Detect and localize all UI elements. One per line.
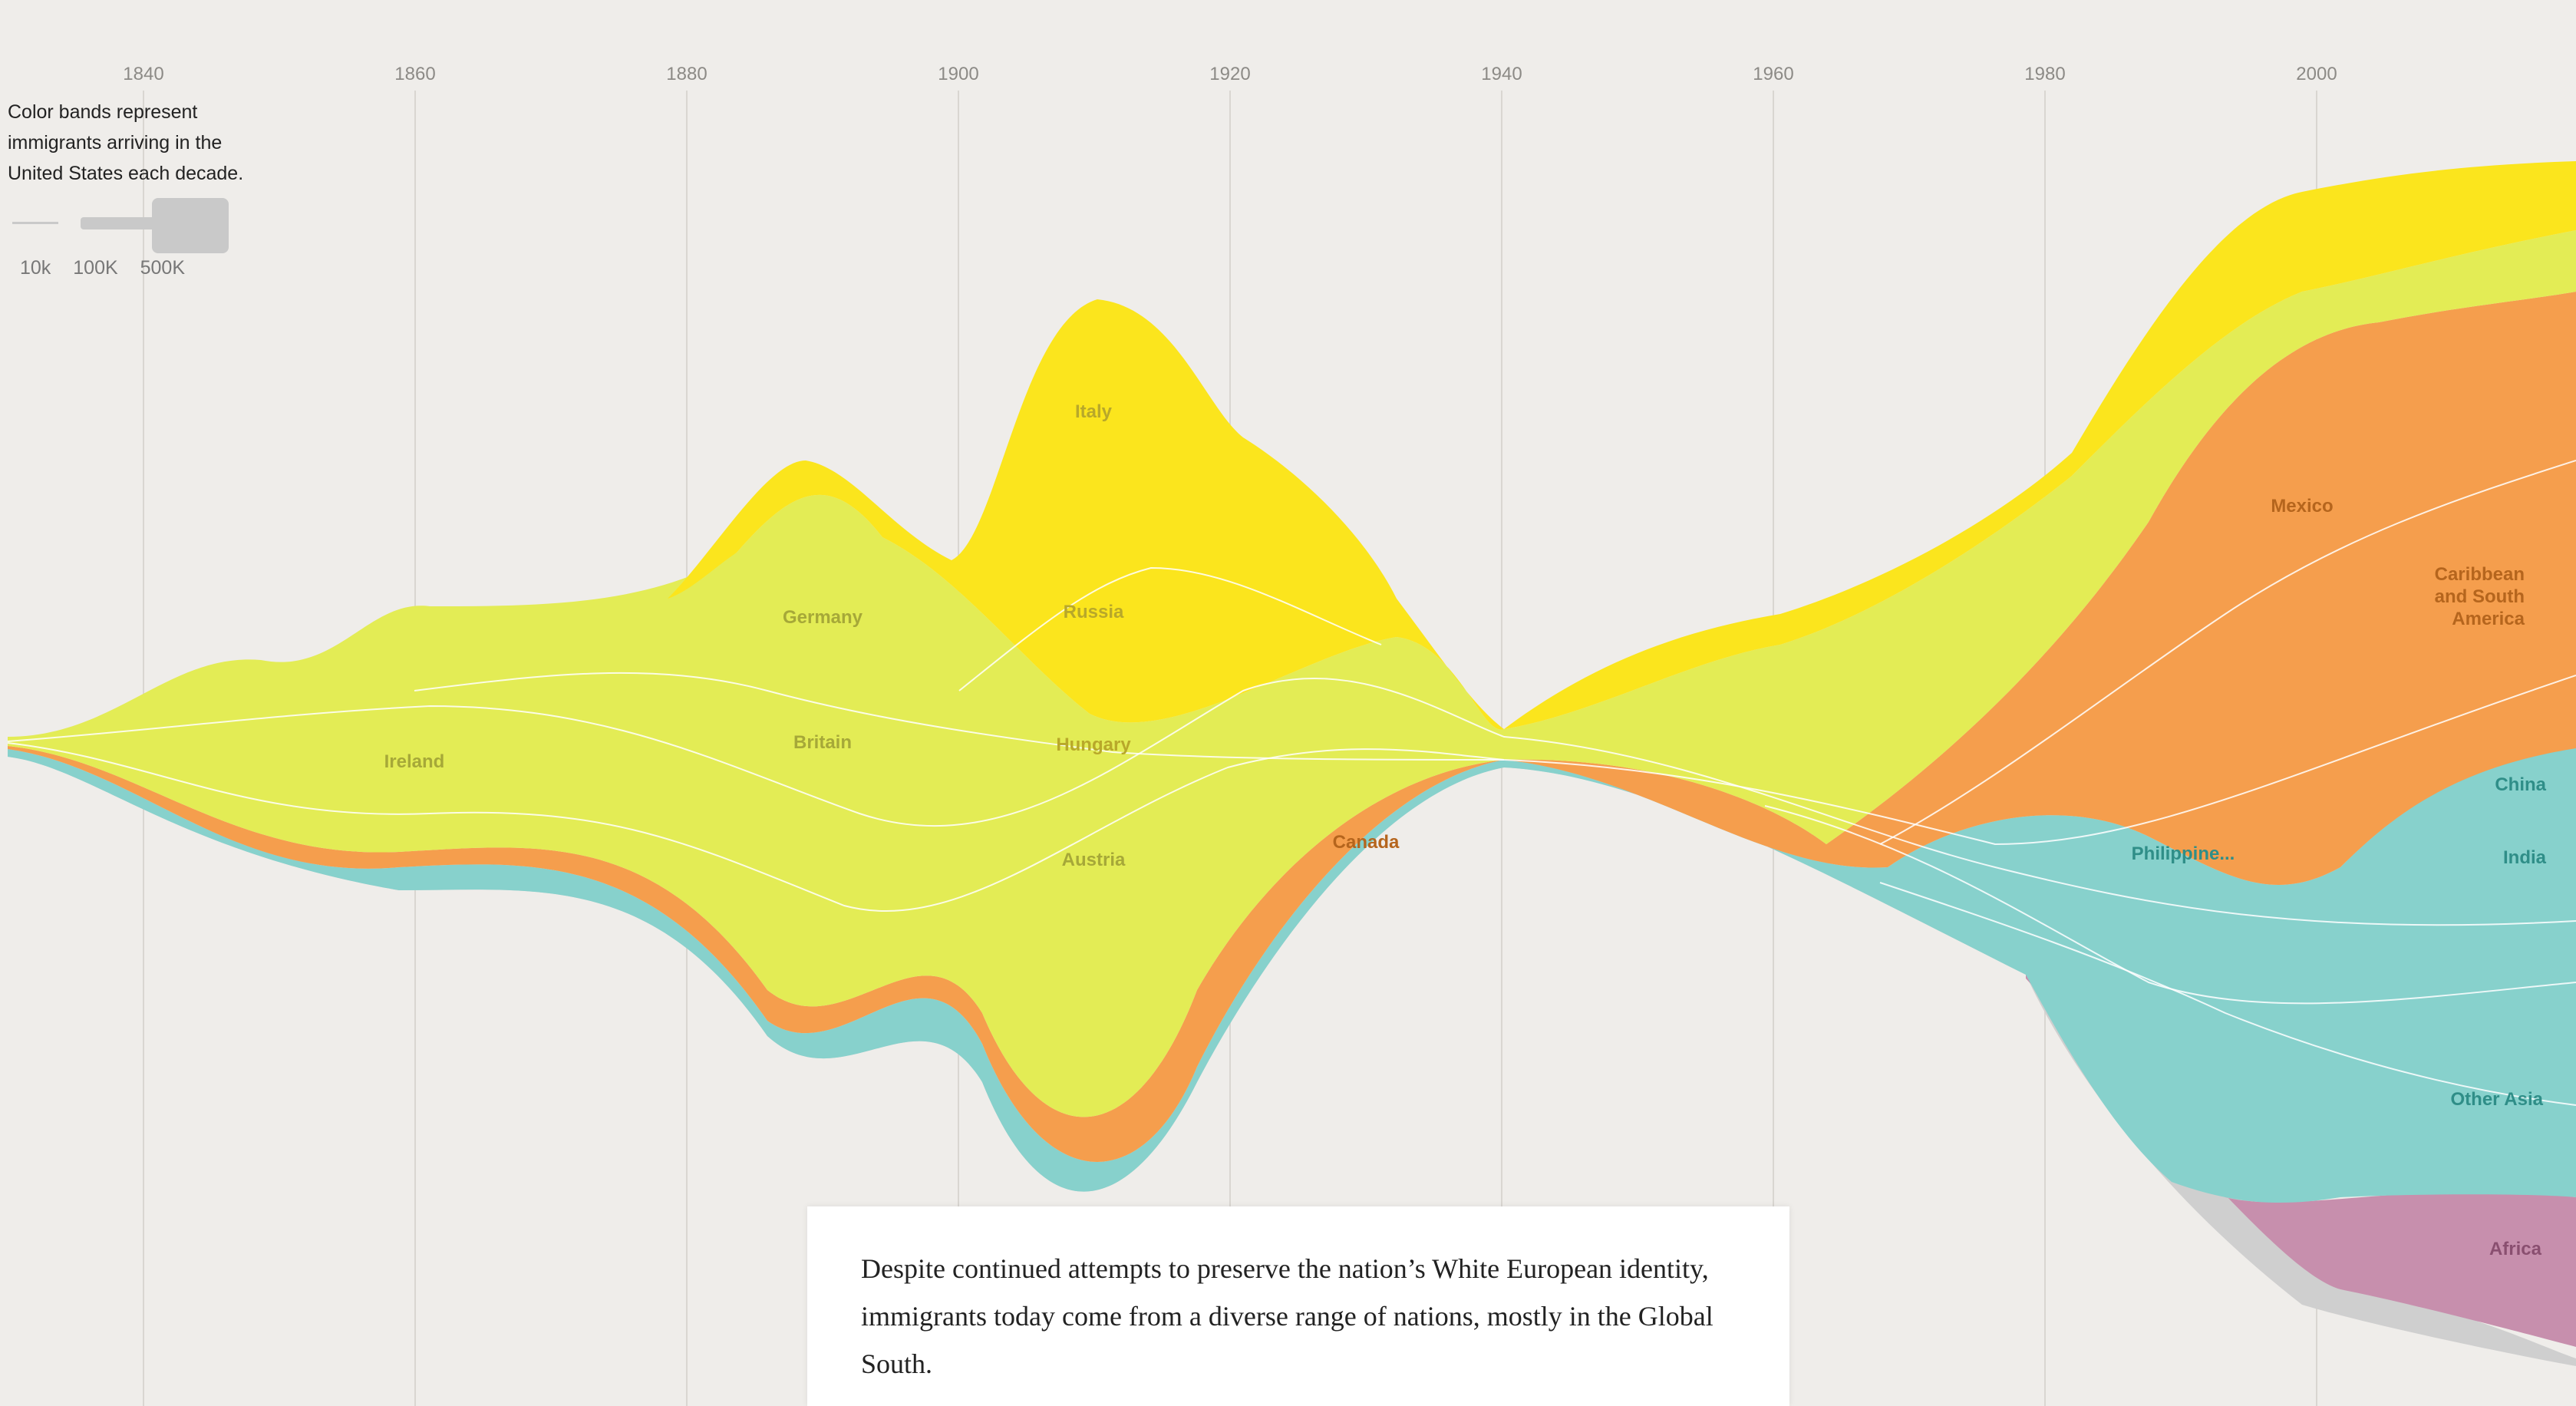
size-legend: Color bands represent immigrants arrivin… [8,97,269,189]
europe-south-east-band [668,161,2576,730]
region-label-7: Canada [1333,832,1400,853]
region-labels: Ireland Germany Britain Austria Italy Russia H… [384,401,2547,1259]
scale-label-100k: 100K [73,257,118,279]
year-label-1960: 1960 [1753,64,1793,84]
region-label-2: Britain [793,732,852,753]
year-axis: 1840186018801900192019401960198020002 [123,64,2337,84]
scale-large-mark [152,198,229,253]
region-label-10: Philippine... [2132,843,2235,864]
year-label-1840: 1840 [123,64,163,84]
year-label-2000: 2000 [2296,64,2337,84]
region-label-9: Caribbean and South America [2435,564,2525,629]
region-label-5: Russia [1064,602,1124,622]
region-label-11: China [2495,774,2546,795]
stream-strand-4 [958,566,1382,691]
legend-line-1: Color bands represent [8,101,198,123]
year-label-1920: 1920 [1209,64,1250,84]
stream-strand-5 [1879,460,2576,845]
year-label-1940: 1940 [1481,64,1522,84]
stream-strand-6 [1879,882,2576,1106]
region-label-1: Germany [783,607,863,628]
stream-strand-2 [7,678,2576,926]
region-label-0: Ireland [384,751,445,772]
region-label-8: Mexico [2271,496,2333,517]
stream-strand-7 [1764,805,2576,1005]
region-label-14: Africa [2489,1239,2542,1259]
stream-strand-3 [414,672,1505,761]
scale-label-10k: 10k [20,257,51,279]
caption-card: Despite continued attempts to preserve t… [807,1206,1789,1406]
stream-strand-1 [7,675,2576,913]
legend-scale-labels: 10k 100K 500K [20,257,202,279]
year-label-1860: 1860 [394,64,435,84]
region-label-3: Austria [1062,850,1126,870]
asia-band [8,744,2576,1203]
immigration-streams [7,161,2576,1366]
africa-band [2026,975,2576,1347]
scale-medium-mark [81,217,157,229]
scale-label-500k: 500K [140,257,185,279]
legend-line-3: United States each decade. [8,163,244,184]
region-label-6: Hungary [1056,734,1131,755]
year-label-1980: 1980 [2024,64,2065,84]
legend-scale-shapes [8,196,238,257]
region-label-4: Italy [1075,401,1113,422]
region-label-13: Other Asia [2451,1089,2544,1110]
year-label-1880: 1880 [666,64,707,84]
year-label-1900: 1900 [938,64,978,84]
legend-line-2: immigrants arriving in the [8,132,223,153]
scale-small-mark [12,222,58,224]
other-shadow-band [8,749,2576,1366]
americas-band [8,292,2576,1162]
region-label-12: India [2503,847,2547,868]
caption-text: Despite continued attempts to preserve t… [861,1253,1713,1379]
europe-north-band [8,230,2576,1117]
